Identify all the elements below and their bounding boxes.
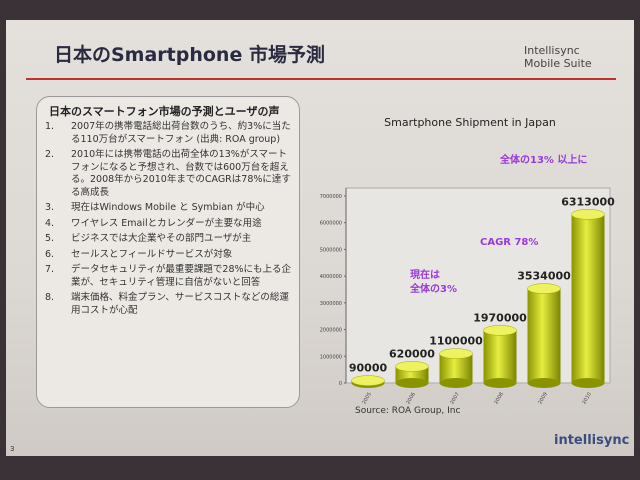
source-note: Source: ROA Group, Inc	[355, 406, 460, 416]
y-tick-label: 7000000	[320, 194, 342, 200]
data-label: 6313000	[561, 195, 615, 208]
bar	[571, 214, 605, 383]
annotation: CAGR 78%	[480, 237, 538, 248]
item-number: 6.	[45, 248, 55, 260]
annotation: 全体の3%	[409, 282, 457, 295]
data-label: 3534000	[517, 270, 571, 283]
list-item: 6. セールスとフィールドサービスが対象	[45, 249, 295, 262]
item-text: 2007年の携帯電話総出荷台数のうち、約3%に当たる110万台がスマートフォン …	[71, 121, 291, 145]
bar-top	[395, 361, 429, 372]
bar-top	[439, 348, 473, 359]
list-item: 1. 2007年の携帯電話総出荷台数のうち、約3%に当たる110万台がスマートフォ…	[45, 121, 295, 146]
item-text: ビジネスでは大企業やその部門ユーザが主	[71, 233, 252, 244]
title-rule	[26, 78, 616, 80]
item-number: 1.	[45, 121, 55, 132]
item-text: ワイヤレス Emailとカレンダーが主要な用途	[71, 217, 262, 229]
x-tick-label: 2010	[581, 391, 593, 405]
list-item: 5. ビジネスでは大企業やその部門ユーザが主	[45, 233, 295, 246]
list-item: 2. 2010年には携帯電話の出荷全体の13%がスマートフォンになると予想され、台…	[45, 149, 295, 199]
data-label: 90000	[349, 362, 388, 375]
item-text: 端末価格、料金プラン、サービスコストなどの総運用コストが心配	[71, 292, 289, 316]
annotation: 全体の13% 以上に	[499, 153, 587, 166]
item-number: 4.	[45, 217, 55, 229]
x-tick-label: 2007	[449, 391, 461, 405]
bar	[527, 288, 561, 383]
item-text: セールスとフィールドサービスが対象	[71, 248, 233, 260]
y-tick-label: 6000000	[320, 221, 342, 227]
y-tick-label: 1000000	[320, 354, 342, 360]
item-list: 1. 2007年の携帯電話総出荷台数のうち、約3%に当たる110万台がスマートフォ…	[45, 121, 295, 320]
footer-brand: intellisync	[554, 433, 630, 448]
item-number: 5.	[45, 233, 55, 244]
y-tick-label: 3000000	[320, 301, 342, 307]
bar-top	[483, 325, 517, 336]
item-text: 現在はWindows Mobile と Symbian が中心	[71, 202, 265, 213]
item-number: 3.	[45, 202, 55, 213]
y-tick-label: 5000000	[320, 247, 342, 253]
annotation: 現在は	[410, 268, 440, 281]
y-tick-label: 2000000	[320, 328, 342, 334]
bar-base	[395, 378, 429, 388]
data-label: 1970000	[473, 311, 527, 324]
list-item: 7. データセキュリティが最重要課題で28%にも上る企業が、セキュリティ管理に自信…	[45, 264, 295, 289]
page-number: 3	[10, 445, 15, 453]
list-item: 4. ワイヤレス Emailとカレンダーが主要な用途	[45, 218, 295, 231]
data-label: 620000	[389, 347, 435, 360]
x-tick-label: 2006	[405, 391, 417, 405]
bar-top	[571, 209, 605, 220]
y-tick-label: 0	[339, 381, 342, 387]
x-tick-label: 2008	[493, 391, 505, 405]
item-text: 2010年には携帯電話の出荷全体の13%がスマートフォンになると予想され、台数で…	[71, 149, 291, 198]
x-tick-label: 2009	[537, 391, 549, 405]
bar-base	[571, 378, 605, 388]
item-text: データセキュリティが最重要課題で28%にも上る企業が、セキュリティ管理に自信がな…	[71, 264, 292, 288]
data-label: 1100000	[429, 335, 483, 348]
bar	[483, 330, 517, 383]
plot-back	[345, 187, 611, 384]
bar-top	[527, 283, 561, 294]
bar-base	[527, 378, 561, 388]
text-panel: 日本のスマートフォン市場の予測とユーザの声 1. 2007年の携帯電話総出荷台数の…	[36, 96, 300, 408]
chart: Smartphone Shipment in Japan 0 1000000 200…	[320, 116, 615, 416]
item-number: 2.	[45, 149, 55, 160]
list-item: 8. 端末価格、料金プラン、サービスコストなどの総運用コストが心配	[45, 292, 295, 317]
y-tick-label: 4000000	[320, 274, 342, 280]
bar-base	[439, 378, 473, 388]
logo: Intellisync Mobile Suite	[524, 44, 592, 70]
bar-base	[483, 378, 517, 388]
slide-title: 日本のSmartphone 市場予測	[54, 44, 325, 66]
item-number: 8.	[45, 292, 55, 303]
bar-top	[351, 375, 385, 386]
x-tick-label: 2005	[361, 391, 373, 405]
item-number: 7.	[45, 264, 55, 275]
list-item: 3. 現在はWindows Mobile と Symbian が中心	[45, 202, 295, 215]
chart-title: Smartphone Shipment in Japan	[384, 116, 556, 129]
slide: 日本のSmartphone 市場予測 Intellisync Mobile Su…	[6, 20, 634, 456]
panel-title: 日本のスマートフォン市場の予測とユーザの声	[49, 105, 280, 118]
